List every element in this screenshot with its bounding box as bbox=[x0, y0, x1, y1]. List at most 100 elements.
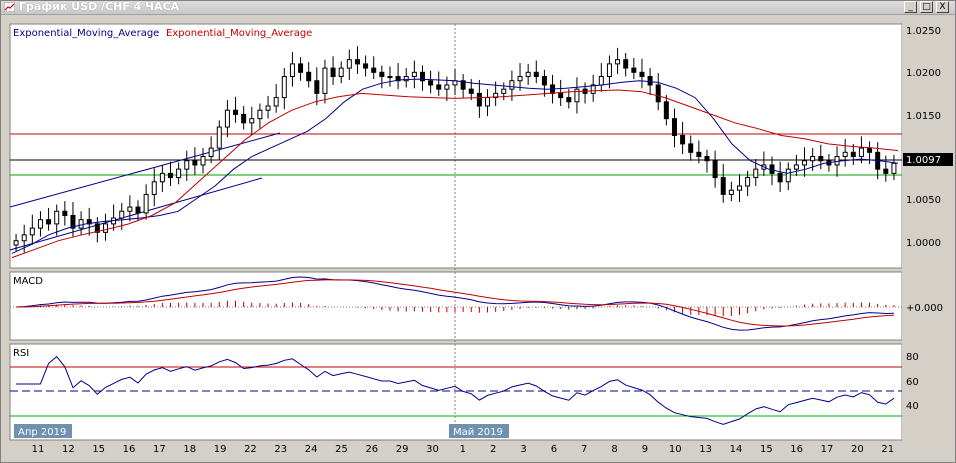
candle-body bbox=[493, 92, 499, 99]
candle-body bbox=[216, 126, 222, 149]
candle-body bbox=[606, 63, 612, 78]
date-axis: 11 12 15 16 17 18 19 22 23 24 25 26 29 30 1 2 3 6 7 8 9 10 13 1… bbox=[32, 444, 894, 455]
candle-body bbox=[119, 210, 125, 219]
window-title: График USD /CHF 4 ЧАСА bbox=[19, 0, 180, 13]
date-tick-label: 17 bbox=[153, 444, 166, 455]
candle-body bbox=[168, 172, 174, 179]
candle-body bbox=[858, 147, 864, 158]
date-tick-label: 1 bbox=[460, 444, 466, 455]
candle-body bbox=[736, 185, 742, 191]
rsi-tick: 80 bbox=[906, 352, 919, 363]
candlestick-series bbox=[13, 46, 897, 253]
price-axis bbox=[902, 24, 954, 440]
month-marker-may-label: Май 2019 bbox=[453, 427, 503, 438]
candle-body bbox=[728, 189, 734, 195]
price-tick: 1.0200 bbox=[906, 68, 941, 79]
title-bar[interactable]: График USD /CHF 4 ЧАСА _ □ X bbox=[1, 0, 955, 15]
candle-body bbox=[647, 76, 653, 86]
candle-body bbox=[13, 240, 19, 246]
candle-body bbox=[379, 71, 385, 78]
candle-body bbox=[143, 193, 149, 214]
date-tick-label: 30 bbox=[426, 444, 439, 455]
maximize-button[interactable]: □ bbox=[920, 1, 933, 13]
candle-body bbox=[558, 92, 564, 99]
candle-body bbox=[265, 105, 271, 111]
candle-body bbox=[810, 156, 816, 162]
candle-body bbox=[224, 109, 230, 128]
candle-body bbox=[306, 71, 312, 82]
candle-body bbox=[615, 59, 621, 65]
date-tick-label: 16 bbox=[790, 444, 803, 455]
macd-signal-line bbox=[16, 279, 894, 327]
current-price-badge bbox=[903, 153, 953, 166]
candle-body bbox=[509, 80, 515, 90]
macd-pane[interactable] bbox=[9, 271, 903, 341]
date-tick-label: 2 bbox=[490, 444, 496, 455]
channel-upper-line[interactable] bbox=[9, 132, 281, 208]
candle-body bbox=[590, 84, 596, 94]
date-tick-label: 19 bbox=[214, 444, 227, 455]
date-tick-label: 13 bbox=[699, 444, 712, 455]
candle-body bbox=[720, 177, 726, 195]
candle-body bbox=[387, 76, 393, 79]
candle-body bbox=[314, 80, 320, 94]
candle-body bbox=[680, 134, 686, 145]
date-tick-label: 26 bbox=[365, 444, 378, 455]
month-marker-apr-label: Апр 2019 bbox=[18, 427, 66, 438]
candle-body bbox=[541, 76, 547, 86]
date-tick-label: 9 bbox=[642, 444, 648, 455]
candle-body bbox=[468, 88, 474, 94]
price-tick: 1.0150 bbox=[906, 111, 941, 122]
candle-body bbox=[46, 219, 52, 225]
candle-body bbox=[655, 84, 661, 103]
price-tick: 1.0050 bbox=[906, 195, 941, 206]
candle-body bbox=[330, 67, 336, 78]
close-button[interactable]: X bbox=[936, 1, 949, 13]
candle-body bbox=[70, 214, 76, 229]
macd-histogram bbox=[23, 300, 895, 317]
candle-body bbox=[663, 101, 669, 120]
candle-body bbox=[639, 71, 645, 78]
rsi-tick: 40 bbox=[906, 401, 919, 412]
current-price-label: 1.0097 bbox=[906, 155, 941, 166]
candle-body bbox=[476, 92, 482, 107]
candle-body bbox=[533, 71, 539, 78]
candle-body bbox=[574, 88, 580, 103]
candle-body bbox=[241, 113, 247, 124]
candle-body bbox=[517, 76, 523, 82]
candle-body bbox=[257, 109, 263, 120]
candle-body bbox=[842, 151, 848, 158]
candle-body bbox=[37, 219, 43, 229]
candle-body bbox=[322, 67, 328, 94]
candle-body bbox=[151, 181, 157, 195]
candle-body bbox=[485, 97, 491, 107]
date-tick-label: 24 bbox=[305, 444, 318, 455]
date-tick-label: 12 bbox=[62, 444, 75, 455]
candle-body bbox=[696, 151, 702, 158]
minimize-button[interactable]: _ bbox=[904, 1, 917, 13]
candle-body bbox=[176, 168, 182, 179]
candle-body bbox=[793, 164, 799, 170]
date-tick-label: 20 bbox=[851, 444, 864, 455]
date-tick-label: 23 bbox=[274, 444, 287, 455]
date-tick-label: 15 bbox=[760, 444, 773, 455]
candle-body bbox=[745, 177, 751, 187]
candle-body bbox=[354, 59, 360, 65]
rsi-line bbox=[16, 355, 895, 425]
candle-body bbox=[598, 76, 604, 86]
candle-body bbox=[834, 156, 840, 166]
candle-body bbox=[346, 59, 352, 69]
channel-lower-line[interactable] bbox=[9, 177, 263, 251]
candle-body bbox=[631, 67, 637, 73]
candle-body bbox=[818, 156, 824, 162]
candle-body bbox=[623, 59, 629, 69]
candle-body bbox=[159, 172, 165, 183]
candle-body bbox=[712, 160, 718, 179]
candle-body bbox=[94, 223, 100, 233]
date-tick-label: 10 bbox=[669, 444, 682, 455]
candle-body bbox=[233, 109, 239, 115]
candle-body bbox=[436, 84, 442, 90]
candle-body bbox=[281, 76, 287, 99]
price-pane[interactable] bbox=[9, 23, 903, 269]
